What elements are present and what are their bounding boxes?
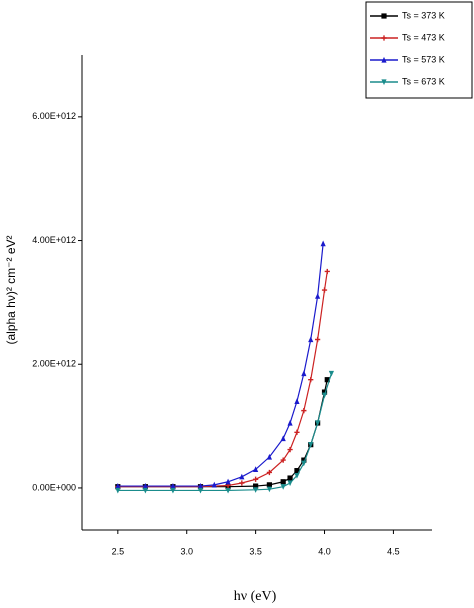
data-point <box>142 487 148 494</box>
x-tick-label: 2.5 <box>112 546 125 556</box>
data-point <box>320 240 326 247</box>
data-point <box>280 457 286 463</box>
data-point <box>225 478 231 485</box>
data-point <box>301 460 307 467</box>
data-point <box>266 469 273 476</box>
data-point <box>287 446 293 453</box>
x-tick-label: 3.0 <box>180 546 193 556</box>
x-tick-label: 3.5 <box>249 546 262 556</box>
data-point <box>253 476 259 482</box>
data-point <box>266 453 273 460</box>
y-tick-label: 2.00E+012 <box>32 359 76 369</box>
data-point <box>115 487 121 494</box>
y-tick-label: 6.00E+012 <box>32 111 76 121</box>
data-point <box>308 377 314 383</box>
data-point <box>197 487 204 494</box>
data-point <box>294 429 300 435</box>
data-point <box>197 482 204 489</box>
data-point <box>328 370 335 377</box>
legend-marker <box>381 79 387 86</box>
data-point <box>308 442 314 448</box>
y-axis-label: (alpha hν)² cm⁻² eV² <box>4 235 18 344</box>
x-axis-label: hν (eV) <box>234 589 277 604</box>
series-line <box>117 243 324 487</box>
data-point <box>239 480 245 486</box>
legend-label: Ts = 673 K <box>402 76 445 86</box>
legend-marker <box>381 35 387 41</box>
data-point <box>280 435 286 442</box>
data-point <box>266 482 273 488</box>
data-point <box>253 487 259 493</box>
data-point <box>142 482 148 489</box>
data-point <box>211 481 217 488</box>
data-point <box>253 466 259 472</box>
data-point <box>239 473 245 480</box>
data-point <box>324 377 330 383</box>
data-point <box>294 468 300 474</box>
y-tick-label: 4.00E+012 <box>32 235 76 245</box>
data-point <box>324 268 330 275</box>
data-point <box>170 487 176 494</box>
data-point <box>294 398 300 404</box>
data-point <box>315 293 321 299</box>
data-point <box>287 419 293 426</box>
data-point <box>315 336 321 343</box>
data-point <box>308 336 314 343</box>
data-point <box>321 392 328 399</box>
data-point <box>115 482 121 489</box>
legend-label: Ts = 373 K <box>402 10 445 20</box>
data-point <box>280 479 286 485</box>
data-point <box>170 482 176 489</box>
data-point <box>301 408 307 414</box>
data-point <box>301 457 307 463</box>
data-point <box>301 370 307 377</box>
y-tick-label: 0.00E+000 <box>32 482 76 492</box>
legend-label: Ts = 473 K <box>402 32 445 42</box>
legend-label: Ts = 573 K <box>402 54 445 64</box>
legend-marker <box>381 13 387 19</box>
data-point <box>280 484 286 490</box>
x-tick-label: 4.5 <box>387 546 400 556</box>
data-point <box>287 475 293 481</box>
data-point <box>321 389 328 395</box>
legend-marker <box>381 56 387 63</box>
data-point <box>315 420 321 427</box>
x-tick-label: 4.0 <box>318 546 331 556</box>
data-point <box>253 483 259 489</box>
data-point <box>294 472 300 479</box>
series-line <box>117 271 328 488</box>
data-point <box>266 486 273 493</box>
data-point <box>287 480 293 487</box>
data-point <box>225 487 231 494</box>
data-point <box>321 287 328 293</box>
